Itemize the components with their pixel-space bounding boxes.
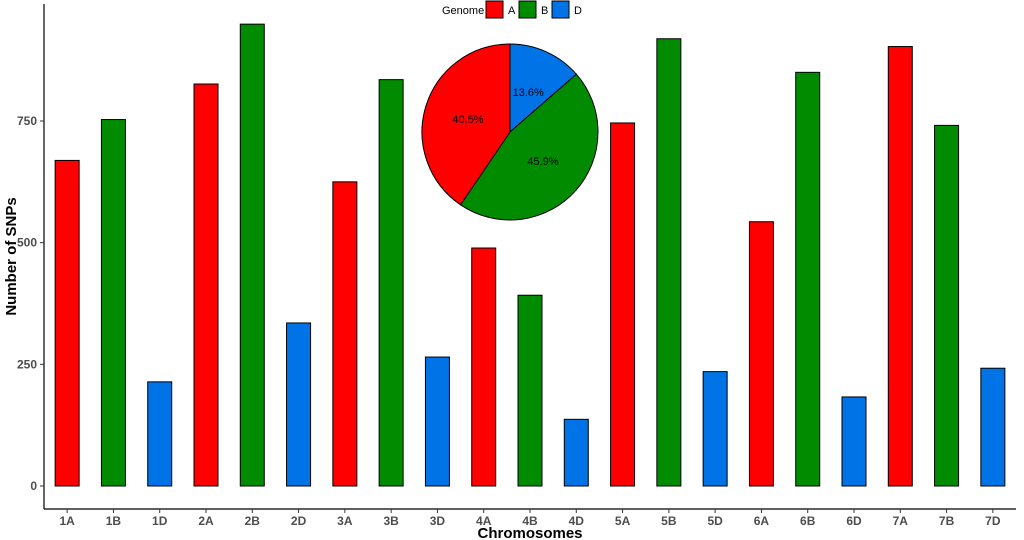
bar-7A [887, 46, 913, 487]
bar-5A [610, 122, 636, 487]
x-tick-label-7B: 7B [939, 514, 955, 528]
x-tick-label-7D: 7D [985, 514, 1001, 528]
bar-4D [563, 418, 589, 487]
bar-1B [100, 119, 126, 487]
legend-swatch-D [551, 0, 570, 19]
x-tick-label-4D: 4D [569, 514, 585, 528]
y-tick-label-0: 0 [30, 479, 37, 493]
pie-label-B: 45.9% [527, 156, 558, 168]
x-tick-label-3A: 3A [337, 514, 353, 528]
pie-slice-D [509, 43, 578, 134]
x-tick-label-5B: 5B [661, 514, 677, 528]
axes: 0 250 500 750 1A 1B 1D 2A 2B 2D 3A 3B 3D 4A 4B 4D 5A 5B 5D… [3, 4, 1016, 540]
y-tick-label-500: 500 [17, 236, 37, 250]
x-tick-label-6D: 6D [846, 514, 862, 528]
bar-5B [656, 38, 682, 487]
bar-1D [147, 381, 173, 487]
legend-label-A: A [508, 5, 516, 17]
pie-label-A: 40.5% [452, 114, 483, 126]
bar-series [54, 23, 1006, 487]
bar-7D [980, 367, 1006, 487]
x-tick-label-7A: 7A [893, 514, 909, 528]
x-axis-title: Chromosomes [477, 525, 582, 540]
legend-label-B: B [541, 5, 548, 17]
y-tick-label-750: 750 [17, 114, 37, 128]
x-tick-label-5D: 5D [707, 514, 723, 528]
bar-2D [286, 322, 312, 487]
bar-6D [841, 396, 867, 487]
legend-label-D: D [574, 5, 582, 17]
x-tick-label-2A: 2A [198, 514, 214, 528]
bar-3A [332, 181, 358, 487]
bar-1A [54, 159, 80, 487]
x-tick-label-1D: 1D [152, 514, 168, 528]
pie-slice-A [421, 43, 511, 206]
legend-title: Genome [442, 5, 484, 17]
bar-2B [239, 23, 265, 487]
bar-4B [517, 294, 543, 487]
pie-label-D: 13.6% [513, 87, 544, 99]
x-tick-label-4A: 4A [476, 514, 492, 528]
bar-4A [471, 247, 497, 487]
x-tick-label-3D: 3D [430, 514, 446, 528]
x-tick-label-2D: 2D [291, 514, 307, 528]
pie-chart: 13.6% 45.9% 40.5% [421, 43, 599, 221]
x-tick-label-3B: 3B [383, 514, 399, 528]
x-tick-label-1A: 1A [59, 514, 75, 528]
legend-swatch-B [518, 0, 537, 19]
bar-3D [424, 356, 450, 487]
legend-swatch-A [485, 0, 504, 19]
x-tick-label-5A: 5A [615, 514, 631, 528]
pie-slice-B [459, 73, 599, 221]
bar-6B [795, 71, 821, 487]
bar-6A [748, 221, 774, 487]
bar-3B [378, 79, 404, 487]
x-tick-label-1B: 1B [106, 514, 122, 528]
x-tick-label-6A: 6A [754, 514, 770, 528]
x-tick-label-2B: 2B [245, 514, 261, 528]
y-tick-label-250: 250 [17, 357, 37, 371]
bar-7B [934, 124, 960, 487]
x-tick-label-6B: 6B [800, 514, 816, 528]
y-axis-title: Number of SNPs [3, 197, 20, 315]
bar-2A [193, 83, 219, 487]
bar-5D [702, 371, 728, 487]
x-tick-label-4B: 4B [522, 514, 538, 528]
legend: Genome A B D [442, 0, 582, 19]
